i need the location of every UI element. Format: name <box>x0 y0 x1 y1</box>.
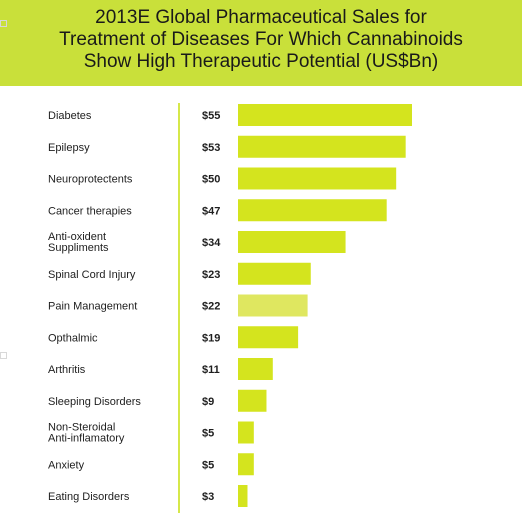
bar <box>238 389 267 412</box>
bar <box>238 421 254 444</box>
category-label: Neuroprotectents <box>48 174 133 186</box>
category-label: Arthritis <box>48 364 86 376</box>
category-label: Sleeping Disorders <box>48 396 141 408</box>
category-label: Diabetes <box>48 110 92 122</box>
value-label: $5 <box>202 459 214 471</box>
bar <box>238 167 397 190</box>
category-label: Cancer therapies <box>48 205 132 217</box>
category-label: Non-Steroidal Anti-inflamatory <box>48 422 125 445</box>
bar <box>238 485 248 507</box>
bar <box>238 453 254 476</box>
value-label: $5 <box>202 428 214 440</box>
chart-title-line-2: Treatment of Diseases For Which Cannabin… <box>59 29 463 50</box>
chart-title-line-3: Show High Therapeutic Potential (US$Bn) <box>83 51 439 72</box>
chart-title-line-1: 2013E Global Pharmaceutical Sales for <box>95 7 427 28</box>
value-label: $23 <box>202 269 220 281</box>
title-band <box>0 0 522 86</box>
bar <box>238 231 346 253</box>
bar <box>238 358 273 380</box>
edge-marker <box>0 352 7 359</box>
value-label: $50 <box>202 174 220 186</box>
value-label: $53 <box>202 142 220 154</box>
value-label: $47 <box>202 205 220 217</box>
chart-title: 2013E Global Pharmaceutical Sales for Tr… <box>0 7 522 73</box>
category-label: Anti-oxident Suppliments <box>48 231 109 254</box>
value-label: $11 <box>202 364 220 376</box>
axis-divider <box>178 103 180 513</box>
value-label: $34 <box>202 237 221 249</box>
bar <box>238 104 412 126</box>
value-label: $22 <box>202 301 220 313</box>
category-label: Opthalmic <box>48 332 98 344</box>
bar <box>238 326 299 349</box>
category-label: Epilepsy <box>48 142 90 154</box>
value-label: $19 <box>202 332 220 344</box>
bar <box>238 262 311 285</box>
category-label: Spinal Cord Injury <box>48 269 136 281</box>
value-label: $3 <box>202 491 214 503</box>
category-label: Anxiety <box>48 459 85 471</box>
category-label: Eating Disorders <box>48 491 130 503</box>
value-label: $9 <box>202 396 214 408</box>
value-label: $55 <box>202 110 220 122</box>
edge-marker <box>0 20 7 27</box>
bar <box>238 135 406 158</box>
category-label: Pain Management <box>48 301 137 313</box>
bar <box>238 294 308 317</box>
bar <box>238 199 387 222</box>
